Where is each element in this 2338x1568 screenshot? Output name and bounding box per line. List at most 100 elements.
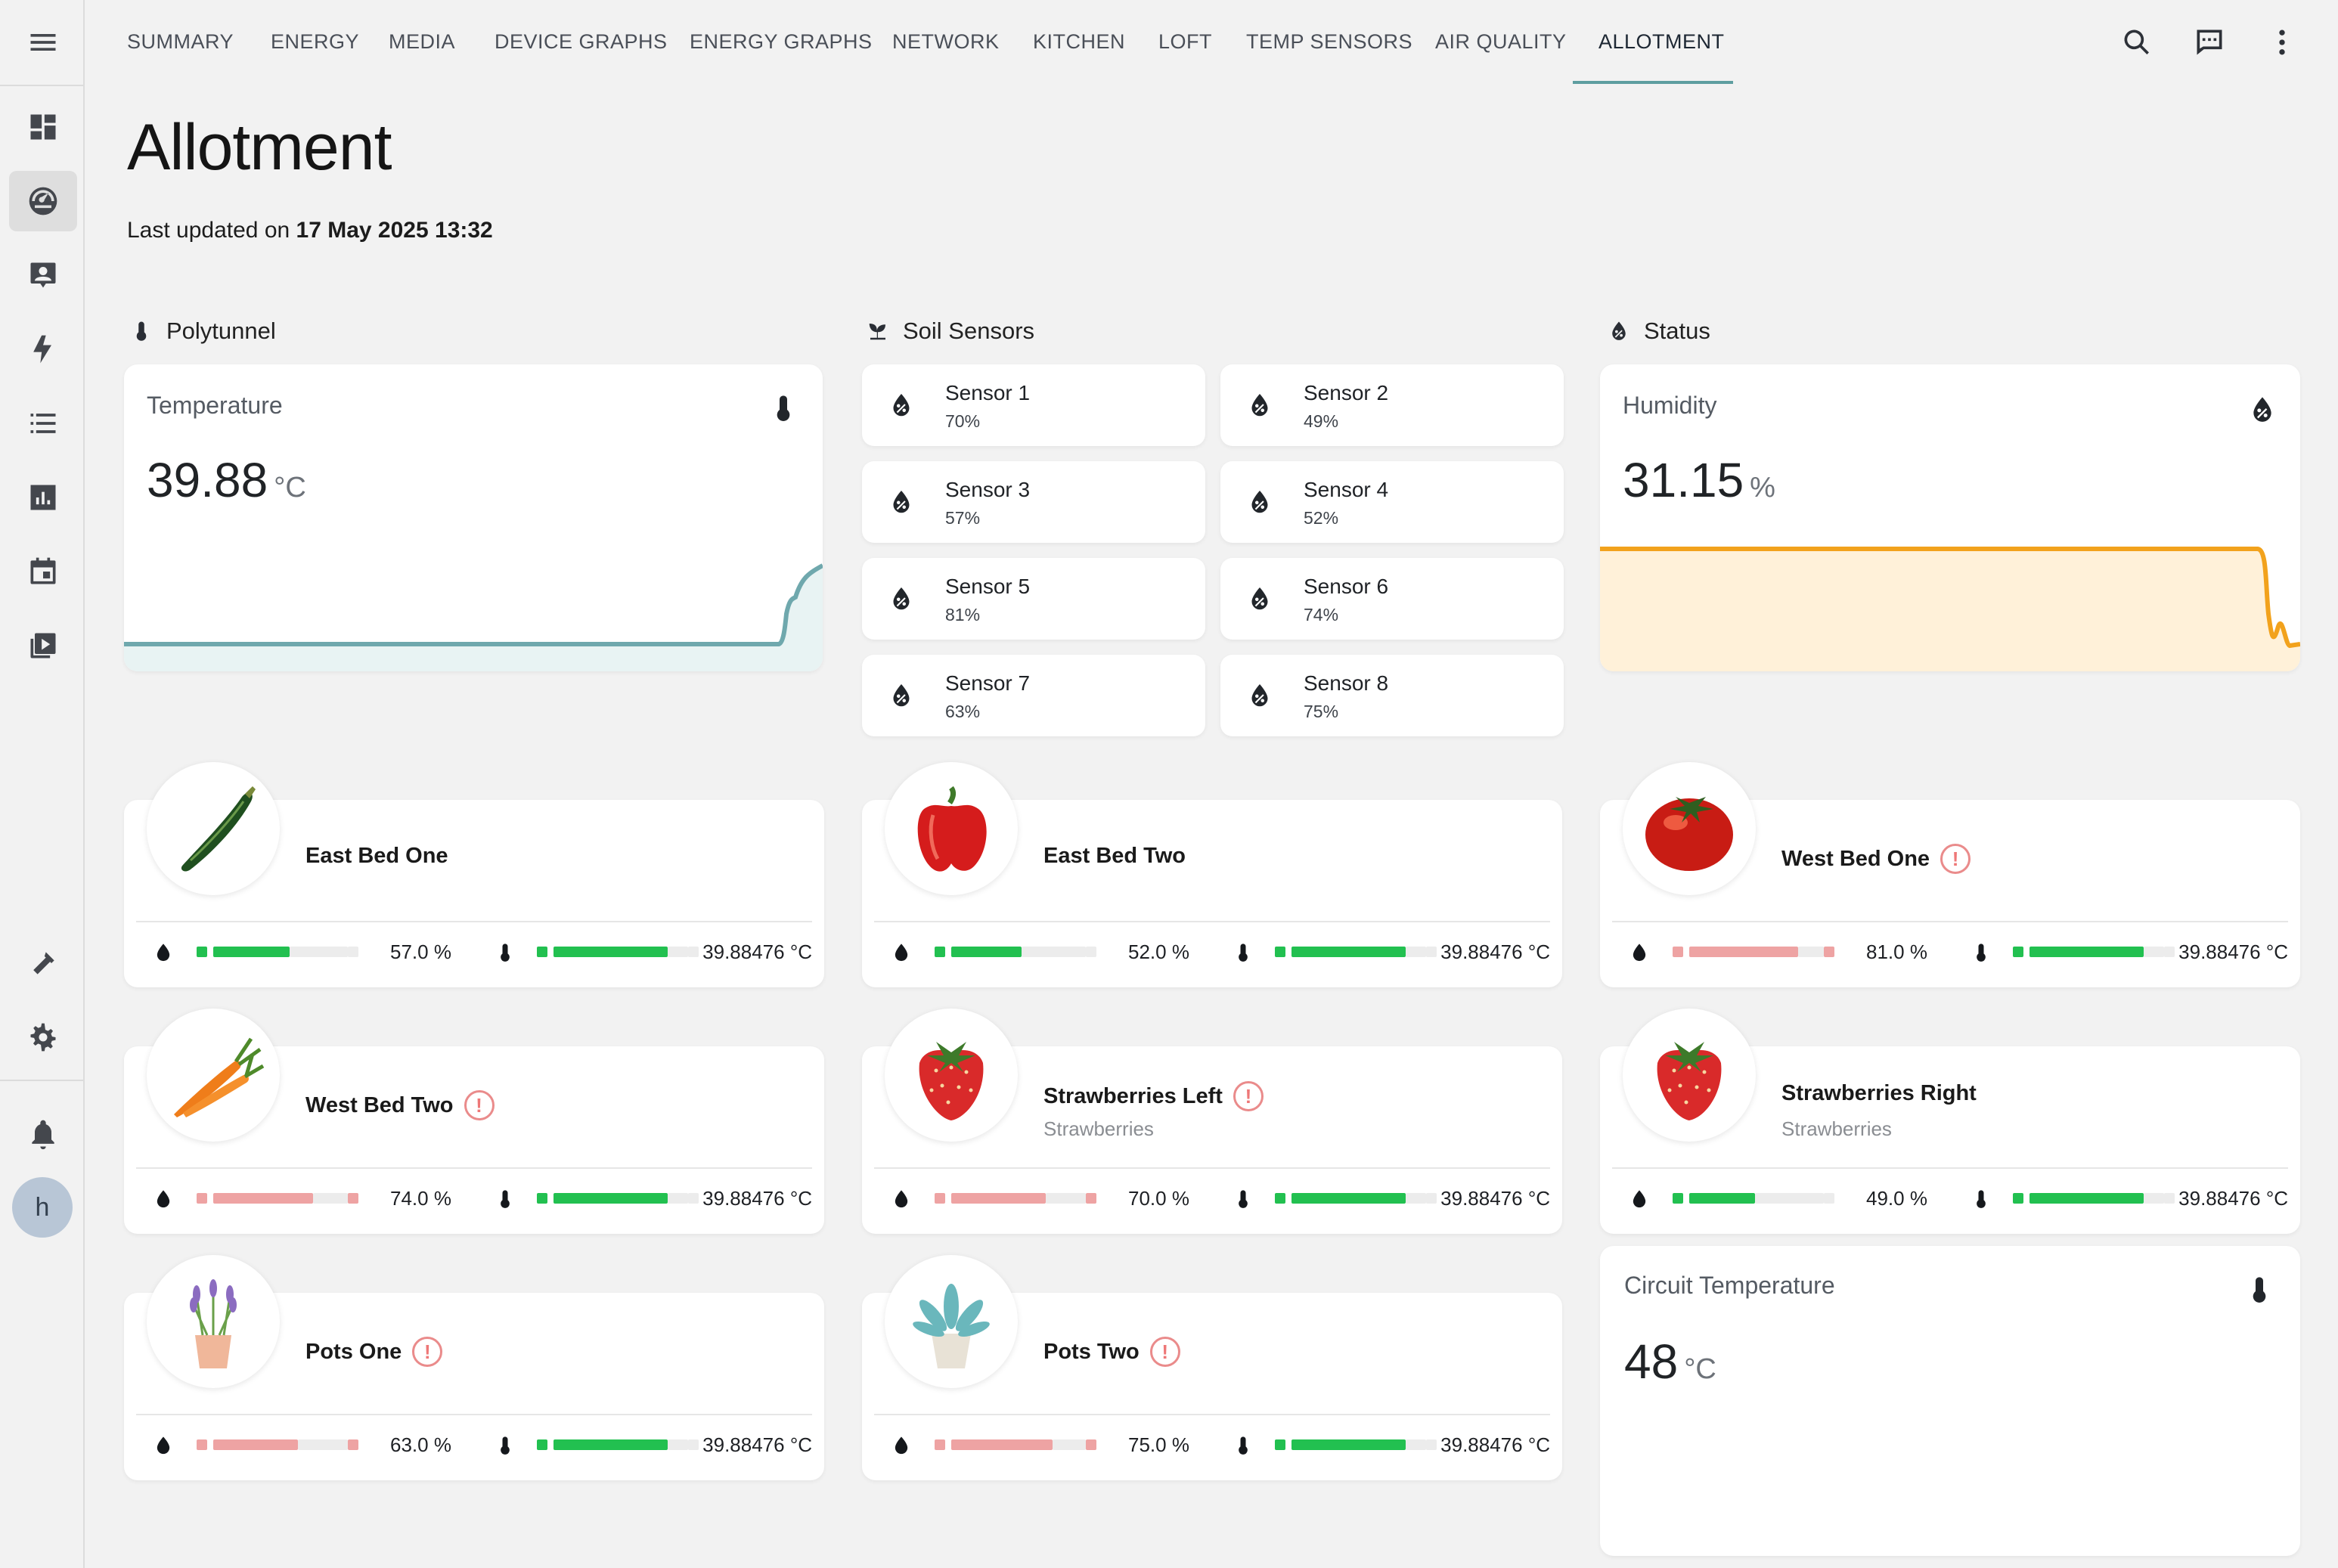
bed-card[interactable]: Strawberries Left ! Strawberries 70.0 % … xyxy=(862,1009,1562,1234)
thermometer-icon xyxy=(495,1432,516,1459)
account-box-icon[interactable] xyxy=(9,245,77,305)
bed-card[interactable]: Pots Two ! 75.0 % 39.88476 °C xyxy=(862,1255,1562,1480)
bed-name-text: East Bed One xyxy=(305,844,448,868)
sidebar-divider xyxy=(0,85,83,86)
bell-icon[interactable] xyxy=(9,1104,77,1164)
bed-metrics: 57.0 % 39.88476 °C xyxy=(124,936,824,969)
bed-divider xyxy=(874,1167,1550,1169)
sensor-value: 70% xyxy=(945,411,981,431)
succulent-pot-image xyxy=(885,1255,1018,1388)
bed-card[interactable]: West Bed One ! 81.0 % 39.88476 °C xyxy=(1600,762,2300,987)
tab-kitchen[interactable]: KITCHEN xyxy=(1033,30,1126,53)
alert-circle-icon[interactable]: ! xyxy=(1233,1081,1264,1111)
sidebar-divider xyxy=(0,1080,83,1081)
avatar[interactable]: h xyxy=(12,1177,73,1238)
search-icon[interactable] xyxy=(2116,21,2158,64)
temperature-value: 39.88476 °C xyxy=(1440,940,1550,963)
soil-sensor-8[interactable]: Sensor 8 75% xyxy=(1220,655,1564,736)
soil-sensor-7[interactable]: Sensor 7 63% xyxy=(862,655,1205,736)
alert-circle-icon[interactable]: ! xyxy=(1940,844,1971,874)
tab-allotment[interactable]: ALLOTMENT xyxy=(1598,30,1725,53)
moisture-value: 75.0 % xyxy=(1128,1433,1189,1456)
soil-sensor-6[interactable]: Sensor 6 74% xyxy=(1220,558,1564,640)
lightning-icon[interactable] xyxy=(9,319,77,380)
tab-loft[interactable]: LOFT xyxy=(1158,30,1213,53)
bed-card[interactable]: East Bed Two 52.0 % 39.88476 °C xyxy=(862,762,1562,987)
lavender-pot-image xyxy=(147,1255,280,1388)
bed-name: East Bed Two xyxy=(1043,844,1186,869)
water-percent-icon xyxy=(1246,682,1273,709)
sensor-value: 63% xyxy=(945,702,981,721)
water-drop-icon xyxy=(891,1185,912,1213)
temperature-value: 39.88476 °C xyxy=(1440,1187,1550,1210)
soil-sensor-4[interactable]: Sensor 4 52% xyxy=(1220,461,1564,543)
gauge-icon[interactable] xyxy=(9,171,77,231)
thermometer-icon xyxy=(136,321,147,341)
soil-sensor-5[interactable]: Sensor 5 81% xyxy=(862,558,1205,640)
section-polytunnel-label: Polytunnel xyxy=(166,318,276,344)
temperature-label: Temperature xyxy=(147,392,283,419)
sensor-name: Sensor 5 xyxy=(945,575,1031,598)
alert-circle-icon[interactable]: ! xyxy=(1149,1337,1180,1367)
alert-circle-icon[interactable]: ! xyxy=(412,1337,443,1367)
chat-icon[interactable] xyxy=(2188,21,2231,64)
circuit-temperature-card[interactable]: Circuit Temperature 48 °C xyxy=(1600,1246,2300,1556)
cog-icon[interactable] xyxy=(9,1007,77,1068)
sensor-value: 57% xyxy=(945,508,981,528)
bed-card[interactable]: Strawberries Right Strawberries 49.0 % 3… xyxy=(1600,1009,2300,1234)
water-percent-icon xyxy=(1246,488,1273,516)
dashboard-icon[interactable] xyxy=(9,97,77,157)
tab-network[interactable]: NETWORK xyxy=(892,30,1000,53)
soil-sensor-1[interactable]: Sensor 1 70% xyxy=(862,364,1205,446)
temperature-value: 39.88476 °C xyxy=(702,1187,812,1210)
sensor-value: 52% xyxy=(1304,508,1339,528)
temperature-value: 39.88476 °C xyxy=(702,1433,812,1456)
chart-icon[interactable] xyxy=(9,467,77,528)
more-vert-icon[interactable] xyxy=(2261,21,2303,64)
tab-energy[interactable]: ENERGY xyxy=(271,30,360,53)
sensor-value: 75% xyxy=(1304,702,1339,721)
water-percent-icon xyxy=(1246,392,1273,419)
temperature-bar xyxy=(537,1439,699,1450)
bed-name: West Bed One ! xyxy=(1781,844,1971,874)
temperature-card[interactable]: Temperature 39.88 °C xyxy=(124,364,823,671)
temperature-bar xyxy=(1275,947,1437,957)
bed-card[interactable]: East Bed One 57.0 % 39.88476 °C xyxy=(124,762,824,987)
bed-divider xyxy=(136,921,812,922)
tomato-image xyxy=(1623,762,1756,895)
bed-metrics: 63.0 % 39.88476 °C xyxy=(124,1429,824,1462)
water-percent-icon xyxy=(888,488,915,516)
tab-summary[interactable]: SUMMARY xyxy=(127,30,234,53)
tab-air-quality[interactable]: AIR QUALITY xyxy=(1435,30,1567,53)
media-icon[interactable] xyxy=(9,615,77,676)
tab-temp-sensors[interactable]: TEMP SENSORS xyxy=(1246,30,1413,53)
bed-name-text: Pots Two xyxy=(1043,1339,1140,1364)
humidity-card[interactable]: Humidity 31.15% xyxy=(1600,364,2300,671)
water-drop-icon xyxy=(153,939,174,966)
thermometer-icon xyxy=(1233,1185,1254,1213)
sensor-name: Sensor 3 xyxy=(945,478,1031,501)
bed-name: West Bed Two ! xyxy=(305,1090,495,1120)
sensor-name: Sensor 2 xyxy=(1304,381,1389,404)
tab-device-graphs[interactable]: DEVICE GRAPHS xyxy=(495,30,668,53)
soil-sensor-3[interactable]: Sensor 3 57% xyxy=(862,461,1205,543)
menu-icon[interactable] xyxy=(9,12,77,73)
hammer-icon[interactable] xyxy=(9,933,77,993)
bed-name-text: West Bed Two xyxy=(305,1092,454,1117)
alert-circle-icon[interactable]: ! xyxy=(464,1090,495,1120)
list-icon[interactable] xyxy=(9,393,77,454)
sensor-name: Sensor 4 xyxy=(1304,478,1389,501)
red-pepper-image xyxy=(885,762,1018,895)
section-soil-sensors: Soil Sensors xyxy=(867,318,1034,345)
bed-card[interactable]: West Bed Two ! 74.0 % 39.88476 °C xyxy=(124,1009,824,1234)
temperature-sparkline xyxy=(124,563,823,671)
courgette-image xyxy=(147,762,280,895)
soil-sensor-2[interactable]: Sensor 2 49% xyxy=(1220,364,1564,446)
tab-energy-graphs[interactable]: ENERGY GRAPHS xyxy=(690,30,873,53)
calendar-icon[interactable] xyxy=(9,541,77,602)
moisture-value: 81.0 % xyxy=(1866,940,1927,963)
bed-name: Pots One ! xyxy=(305,1337,443,1367)
tab-media[interactable]: MEDIA xyxy=(389,30,456,53)
bed-card[interactable]: Pots One ! 63.0 % 39.88476 °C xyxy=(124,1255,824,1480)
water-drop-icon xyxy=(153,1185,174,1213)
